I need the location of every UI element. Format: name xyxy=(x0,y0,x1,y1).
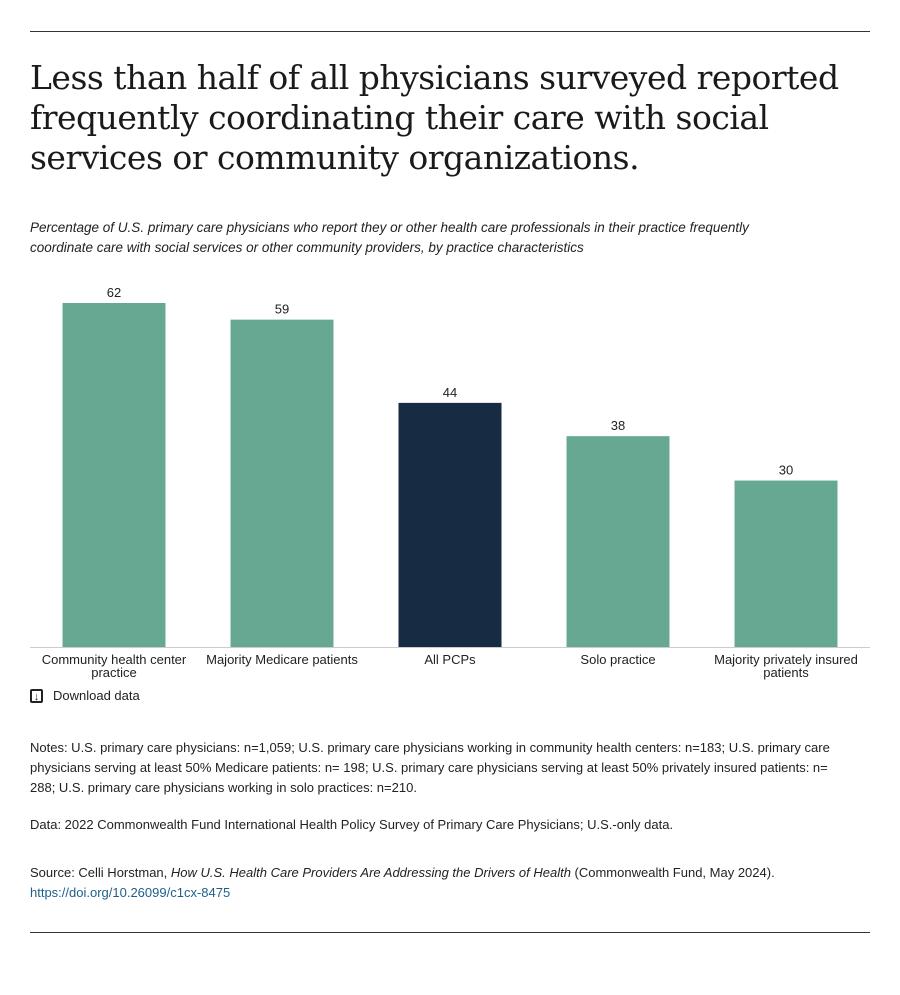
download-data-button[interactable]: ↓ Download data xyxy=(30,688,140,703)
data-label: 30 xyxy=(779,463,793,478)
data-label: 59 xyxy=(275,302,289,317)
source-prefix: Source: Celli Horstman, xyxy=(30,865,171,880)
bar xyxy=(734,480,838,647)
category-label: practice xyxy=(91,665,137,680)
data-label: 62 xyxy=(107,285,121,300)
download-label: Download data xyxy=(53,688,140,703)
source-title: How U.S. Health Care Providers Are Addre… xyxy=(170,865,571,880)
chart-title: Less than half of all physicians surveye… xyxy=(30,58,839,177)
source: Source: Celli Horstman, How U.S. Health … xyxy=(30,863,850,903)
top-rule xyxy=(30,31,870,32)
source-suffix: (Commonwealth Fund, May 2024). xyxy=(570,865,775,880)
category-label: Community health center xyxy=(42,652,187,667)
chart-subtitle: Percentage of U.S. primary care physicia… xyxy=(30,220,749,255)
notes: Notes: U.S. primary care physicians: n=1… xyxy=(30,740,830,795)
bar xyxy=(566,436,670,647)
doi-link[interactable]: https://doi.org/10.26099/c1cx-8475 xyxy=(30,885,231,900)
category-label: Majority privately insured xyxy=(714,652,858,667)
data-label: 44 xyxy=(443,385,457,400)
category-label: Solo practice xyxy=(580,652,655,667)
bar xyxy=(230,319,334,647)
data-note: Data: 2022 Commonwealth Fund Internation… xyxy=(30,817,674,832)
category-label: patients xyxy=(763,665,809,680)
bar xyxy=(398,402,502,647)
download-icon: ↓ xyxy=(30,688,43,703)
category-label: Majority Medicare patients xyxy=(206,652,358,667)
bottom-rule xyxy=(30,932,870,933)
bar xyxy=(62,303,166,647)
data-label: 38 xyxy=(611,418,625,433)
category-label: All PCPs xyxy=(424,652,476,667)
